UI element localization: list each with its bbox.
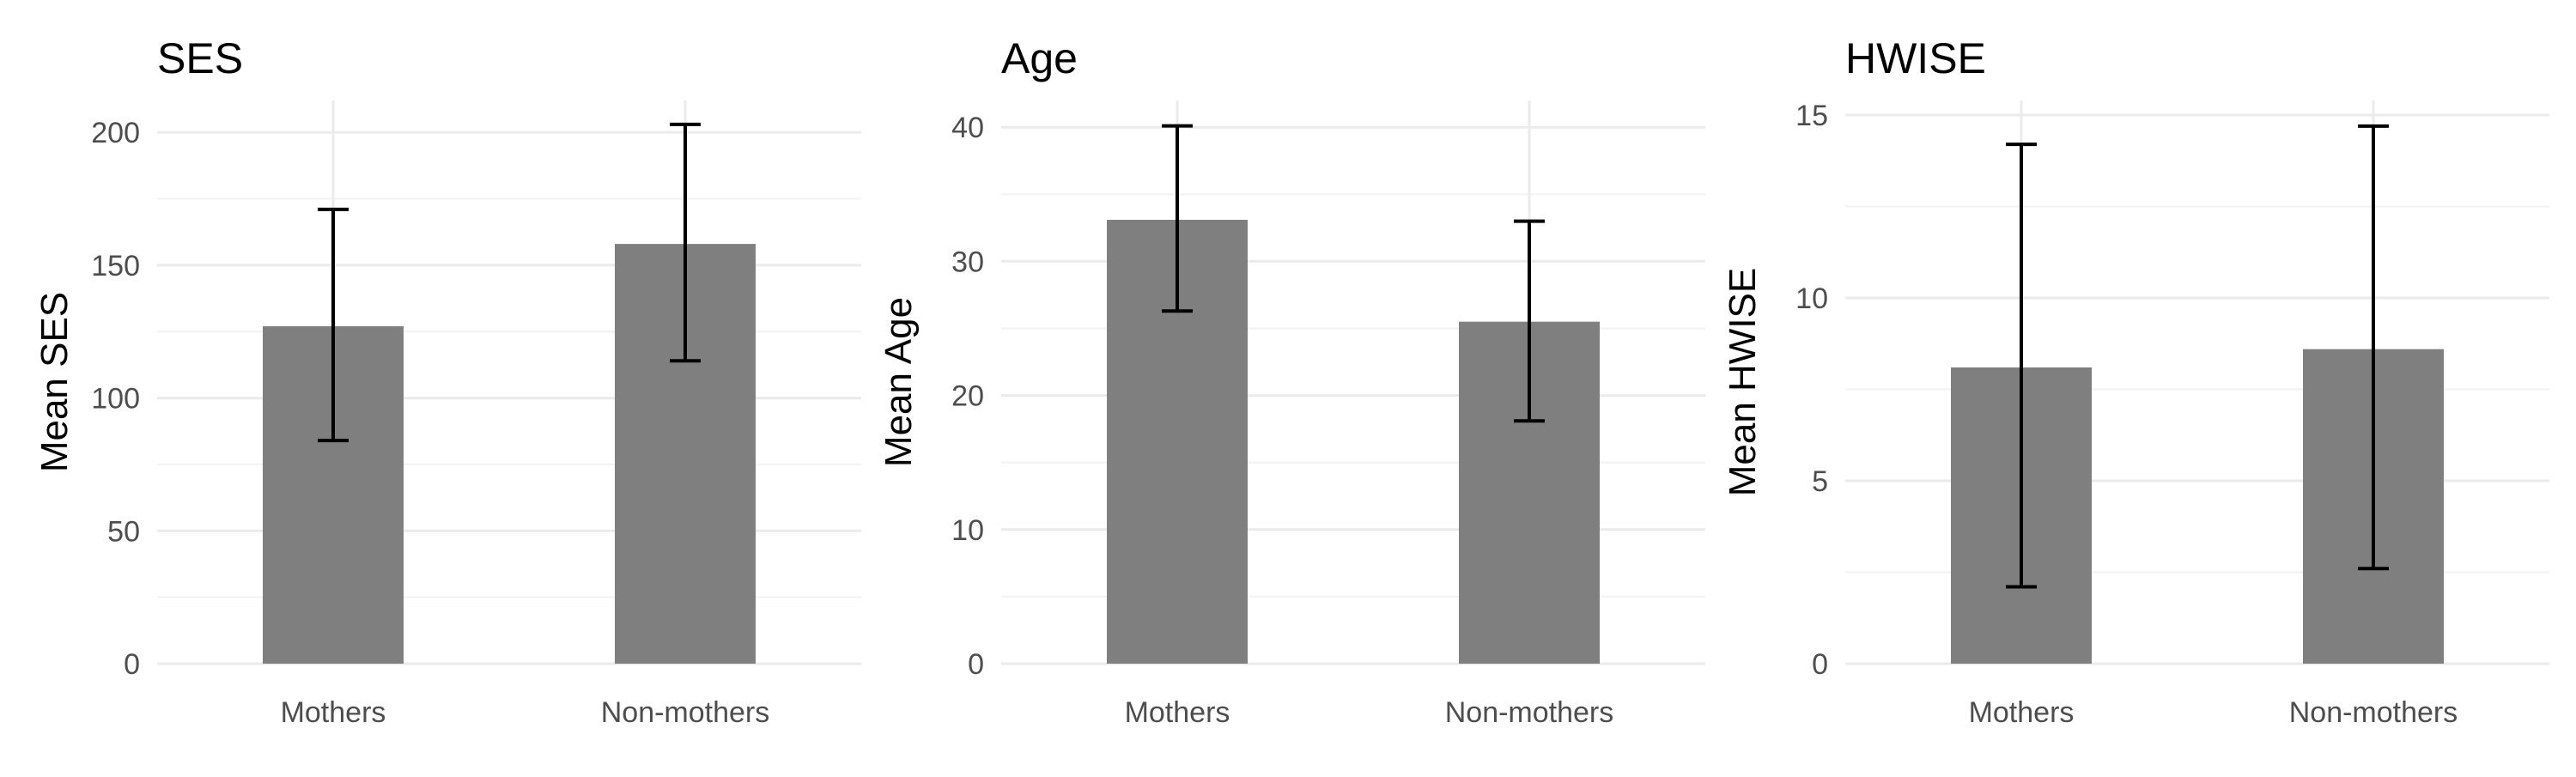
y-tick-label: 100 bbox=[91, 383, 140, 416]
y-axis-label: Mean HWISE bbox=[1722, 268, 1764, 497]
chart-title: HWISE bbox=[1845, 34, 1986, 82]
panel-2: 0 5 10 15 Mothers Non-mothers HWISE Mean HWISE bbox=[1722, 34, 2549, 729]
y-axis-label: Mean Age bbox=[878, 297, 920, 467]
y-tick-label: 0 bbox=[1812, 648, 1828, 681]
x-tick-label: Mothers bbox=[281, 696, 386, 729]
x-tick-label: Mothers bbox=[1969, 696, 2075, 729]
y-tick-label: 150 bbox=[91, 250, 140, 282]
x-tick-label: Non-mothers bbox=[601, 696, 770, 729]
panel-0: 0 50 100 150 200 Mothers Non-mothers SES Mean SE… bbox=[33, 34, 861, 729]
y-tick-label: 200 bbox=[91, 117, 140, 149]
y-tick-label: 50 bbox=[107, 515, 140, 548]
y-tick-label: 10 bbox=[1795, 282, 1828, 315]
y-tick-label: 20 bbox=[951, 380, 984, 413]
y-tick-label: 0 bbox=[968, 648, 984, 681]
panel-1: 0 10 20 30 40 Mothers Non-mothers Age Mean Age bbox=[878, 34, 1705, 729]
x-tick-label: Non-mothers bbox=[2289, 696, 2458, 729]
chart-title: SES bbox=[157, 34, 243, 82]
y-tick-label: 5 bbox=[1812, 465, 1828, 498]
y-tick-label: 30 bbox=[951, 246, 984, 278]
y-axis-label: Mean SES bbox=[33, 292, 76, 472]
y-tick-label: 0 bbox=[124, 648, 140, 681]
y-tick-label: 15 bbox=[1795, 100, 1828, 132]
chart-title: Age bbox=[1001, 34, 1078, 82]
y-tick-label: 10 bbox=[951, 514, 984, 547]
x-tick-label: Mothers bbox=[1125, 696, 1230, 729]
x-tick-label: Non-mothers bbox=[1445, 696, 1614, 729]
y-tick-label: 40 bbox=[951, 112, 984, 144]
